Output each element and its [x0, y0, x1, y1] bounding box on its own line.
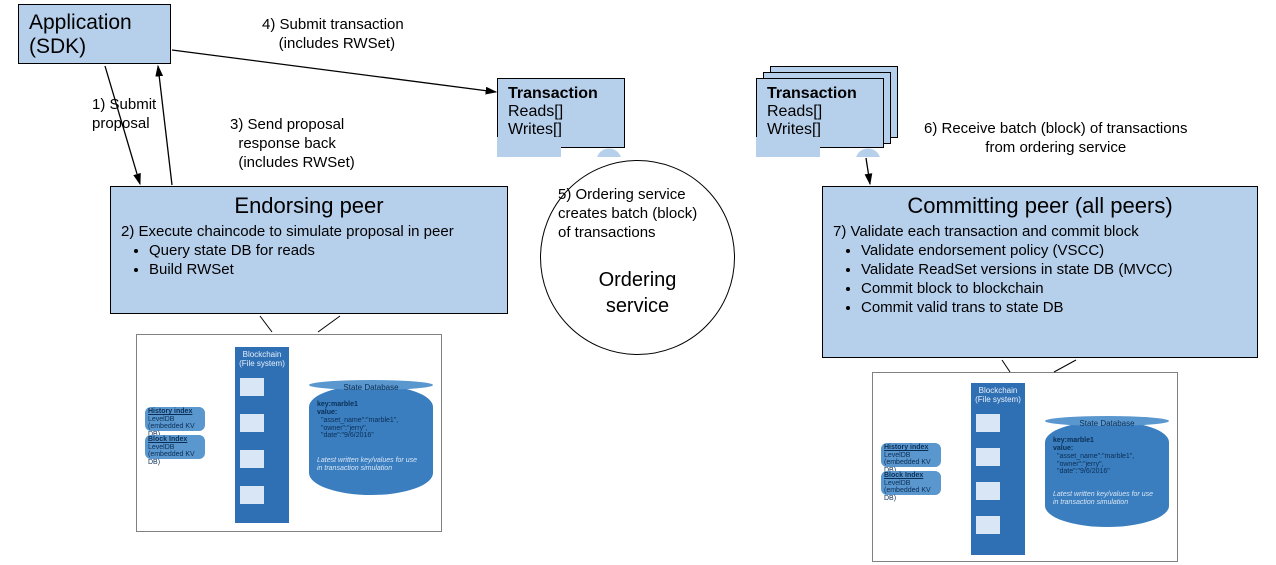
committing-step: 7) Validate each transaction and commit …	[833, 223, 1247, 240]
committing-title: Committing peer (all peers)	[833, 193, 1247, 219]
l1-block-index: Block IndexLevelDB(embedded KV DB)	[145, 435, 205, 459]
l2-state-db: State Database key:marble1 value: "asset…	[1045, 421, 1169, 527]
txn1-writes: Writes[]	[508, 121, 614, 139]
conn-el-l	[260, 316, 272, 332]
endorsing-bullet-1: Build RWSet	[149, 261, 497, 278]
l1-bc-title: Blockchain(File system)	[235, 350, 289, 368]
diagram-root: { "colors":{"box_fill":"#b6cfeb","box_st…	[0, 0, 1276, 565]
l1-db-title: State Database	[309, 383, 433, 392]
conn-cl-l	[1002, 360, 1010, 372]
step6-label: 6) Receive batch (block) of transactions…	[924, 120, 1187, 158]
ledger-diagram-1: History indexLevelDB(embedded KV DB) Blo…	[136, 334, 442, 532]
conn-cl-r	[1054, 360, 1076, 372]
endorsing-bullets: Query state DB for reads Build RWSet	[121, 242, 497, 278]
endorsing-bullet-0: Query state DB for reads	[149, 242, 497, 259]
ordering-service-circle: Orderingservice	[540, 160, 735, 355]
l2-history-index: History indexLevelDB(embedded KV DB)	[881, 443, 941, 467]
l2-txn-1	[975, 413, 1001, 433]
endorsing-peer-box: Endorsing peer 2) Execute chaincode to s…	[110, 186, 508, 314]
application-title-2: (SDK)	[29, 35, 160, 59]
l2-blockchain: Blockchain(File system)	[971, 383, 1025, 555]
committing-bullet-3: Commit valid trans to state DB	[861, 299, 1247, 316]
txn2-writes: Writes[]	[767, 121, 873, 139]
transaction-doc-1: Transaction Reads[] Writes[]	[497, 78, 625, 148]
endorsing-step: 2) Execute chaincode to simulate proposa…	[121, 223, 497, 240]
l2-txn-3	[975, 481, 1001, 501]
txn1-reads: Reads[]	[508, 103, 614, 121]
step3-label: 3) Send proposal response back (includes…	[230, 116, 355, 172]
arrow-6	[866, 158, 870, 184]
l2-txn-2	[975, 447, 1001, 467]
application-sdk-box: Application (SDK)	[18, 4, 171, 64]
l2-bc-title: Blockchain(File system)	[971, 386, 1025, 404]
step1-label: 1) Submitproposal	[92, 96, 156, 134]
txn2-reads: Reads[]	[767, 103, 873, 121]
committing-bullet-2: Commit block to blockchain	[861, 280, 1247, 297]
l1-txn-4	[239, 485, 265, 505]
txn1-title: Transaction	[508, 85, 614, 103]
arrow-4	[172, 50, 496, 92]
committing-bullet-1: Validate ReadSet versions in state DB (M…	[861, 261, 1247, 278]
application-title-1: Application	[29, 11, 160, 35]
l2-txn-4	[975, 515, 1001, 535]
l1-blockchain: Blockchain(File system)	[235, 347, 289, 523]
ordering-label: Orderingservice	[599, 267, 677, 319]
l1-txn-3	[239, 449, 265, 469]
l2-db-title: State Database	[1045, 419, 1169, 428]
committing-peer-box: Committing peer (all peers) 7) Validate …	[822, 186, 1258, 358]
conn-el-r	[318, 316, 340, 332]
l2-block-index: Block IndexLevelDB(embedded KV DB)	[881, 471, 941, 495]
l1-txn-2	[239, 413, 265, 433]
ledger-diagram-2: History indexLevelDB(embedded KV DB) Blo…	[872, 372, 1178, 562]
step4-label: 4) Submit transaction (includes RWSet)	[262, 16, 404, 54]
l1-txn-1	[239, 377, 265, 397]
l1-history-index: History indexLevelDB(embedded KV DB)	[145, 407, 205, 431]
transaction-doc-2: Transaction Reads[] Writes[]	[756, 78, 884, 148]
committing-bullets: Validate endorsement policy (VSCC) Valid…	[833, 242, 1247, 316]
arrow-3	[158, 66, 172, 185]
l1-state-db: State Database key:marble1 value: "asset…	[309, 385, 433, 495]
committing-bullet-0: Validate endorsement policy (VSCC)	[861, 242, 1247, 259]
endorsing-title: Endorsing peer	[121, 193, 497, 219]
txn2-title: Transaction	[767, 85, 873, 103]
